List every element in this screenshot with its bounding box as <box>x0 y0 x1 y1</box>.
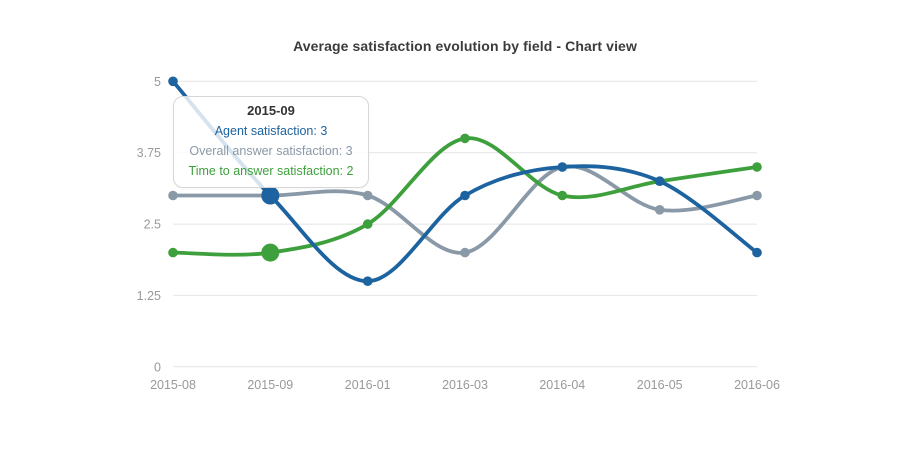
data-point-time-to-answer-satisfaction-2015-09[interactable] <box>261 243 280 262</box>
x-axis-tick-label: 2016-01 <box>345 378 391 392</box>
data-point-time-to-answer-satisfaction-2016-06[interactable] <box>752 162 762 172</box>
data-point-overall-answer-satisfaction-2016-03[interactable] <box>460 247 470 258</box>
data-point-overall-answer-satisfaction-2016-01[interactable] <box>362 190 373 201</box>
tooltip-row-time-to-answer-satisfaction: Time to answer satisfaction: 2 <box>188 164 354 178</box>
tooltip-row-agent-satisfaction: Agent satisfaction: 3 <box>214 124 328 138</box>
x-axis-tick-label: 2016-03 <box>442 378 488 392</box>
data-point-overall-answer-satisfaction-2016-06[interactable] <box>752 190 762 201</box>
y-axis-tick-label: 5 <box>154 75 161 89</box>
x-axis-tick-label: 2016-05 <box>637 378 683 392</box>
y-axis-tick-label: 0 <box>154 360 161 374</box>
data-point-overall-answer-satisfaction-2016-05[interactable] <box>654 205 665 215</box>
x-axis-tick-label: 2016-06 <box>734 378 780 392</box>
data-point-agent-satisfaction-2016-05[interactable] <box>654 176 665 186</box>
data-point-time-to-answer-satisfaction-2016-01[interactable] <box>362 219 373 229</box>
data-point-agent-satisfaction-2016-06[interactable] <box>752 247 762 258</box>
tooltip-row-overall-answer-satisfaction: Overall answer satisfaction: 3 <box>189 144 353 158</box>
y-axis-tick-label: 2.5 <box>144 218 161 232</box>
data-point-agent-satisfaction-2016-04[interactable] <box>557 162 568 172</box>
data-point-time-to-answer-satisfaction-2016-03[interactable] <box>460 133 470 144</box>
x-axis-tick-label: 2016-04 <box>539 378 585 392</box>
data-point-agent-satisfaction-2015-09[interactable] <box>261 186 280 205</box>
data-point-agent-satisfaction-2016-01[interactable] <box>362 276 373 287</box>
data-point-agent-satisfaction-2016-03[interactable] <box>460 190 470 201</box>
x-axis-tick-label: 2015-08 <box>150 378 196 392</box>
tooltip-date: 2015-09 <box>247 103 295 118</box>
chart-title: Average satisfaction evolution by field … <box>293 38 637 54</box>
data-point-time-to-answer-satisfaction-2016-04[interactable] <box>557 190 568 201</box>
data-point-overall-answer-satisfaction-2015-08[interactable] <box>168 190 178 201</box>
data-point-agent-satisfaction-2015-08[interactable] <box>168 76 178 87</box>
tooltip-rows: Agent satisfaction: 3 Overall answer sati… <box>186 121 356 181</box>
data-point-time-to-answer-satisfaction-2015-08[interactable] <box>168 247 178 258</box>
chart-tooltip: 2015-09 Agent satisfaction: 3 Overall ans… <box>173 96 369 188</box>
x-axis-tick-label: 2015-09 <box>247 378 293 392</box>
y-axis-tick-label: 1.25 <box>137 289 161 303</box>
y-axis-tick-label: 3.75 <box>137 146 161 160</box>
